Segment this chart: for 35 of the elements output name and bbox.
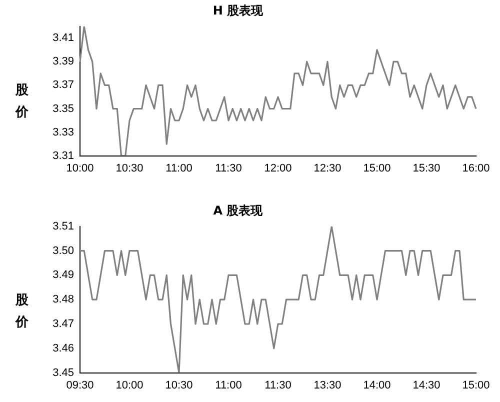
x-tick-label: 12:30 bbox=[314, 162, 342, 174]
x-tick-label: 15:30 bbox=[412, 162, 440, 174]
x-tick-label: 11:00 bbox=[215, 379, 242, 392]
x-tick-label: 14:30 bbox=[412, 379, 440, 392]
y-tick-label: 3.50 bbox=[52, 244, 74, 257]
x-tick-label: 10:30 bbox=[165, 379, 193, 392]
x-tick-label: 10:30 bbox=[116, 162, 144, 174]
y-tick-label: 3.48 bbox=[52, 294, 74, 306]
y-tick-label: 3.47 bbox=[52, 318, 74, 330]
x-tick-label: 15:00 bbox=[462, 379, 490, 392]
y-tick-label: 3.33 bbox=[52, 126, 74, 138]
y-tick-label: 3.49 bbox=[52, 269, 74, 282]
x-tick-label: 11:30 bbox=[264, 379, 292, 392]
chart-title: H 股表现 bbox=[212, 3, 264, 18]
y-tick-label: 3.37 bbox=[52, 79, 74, 92]
x-tick-label: 14:00 bbox=[363, 379, 391, 392]
y-tick-label: 3.35 bbox=[52, 102, 74, 115]
x-tick-label: 10:00 bbox=[66, 162, 94, 174]
x-tick-label: 09:30 bbox=[66, 379, 94, 392]
y-tick-label: 3.45 bbox=[52, 366, 74, 379]
x-tick-label: 15:00 bbox=[363, 162, 391, 174]
x-tick-label: 13:30 bbox=[314, 379, 342, 392]
y-axis-title: 股价 bbox=[14, 292, 30, 332]
x-tick-label: 16:00 bbox=[462, 162, 490, 174]
chart-title: A 股表现 bbox=[213, 203, 264, 218]
y-tick-label: 3.39 bbox=[52, 56, 74, 68]
x-tick-label: 10:00 bbox=[116, 379, 144, 392]
y-tick-label: 3.31 bbox=[52, 150, 74, 162]
y-tick-label: 3.51 bbox=[52, 220, 74, 232]
y-axis-title: 股价 bbox=[14, 82, 30, 122]
y-tick-label: 3.46 bbox=[52, 342, 74, 354]
x-tick-label: 11:00 bbox=[166, 162, 192, 174]
x-tick-label: 12:00 bbox=[264, 162, 292, 174]
y-tick-label: 3.41 bbox=[52, 32, 74, 44]
x-tick-label: 11:30 bbox=[215, 162, 242, 174]
